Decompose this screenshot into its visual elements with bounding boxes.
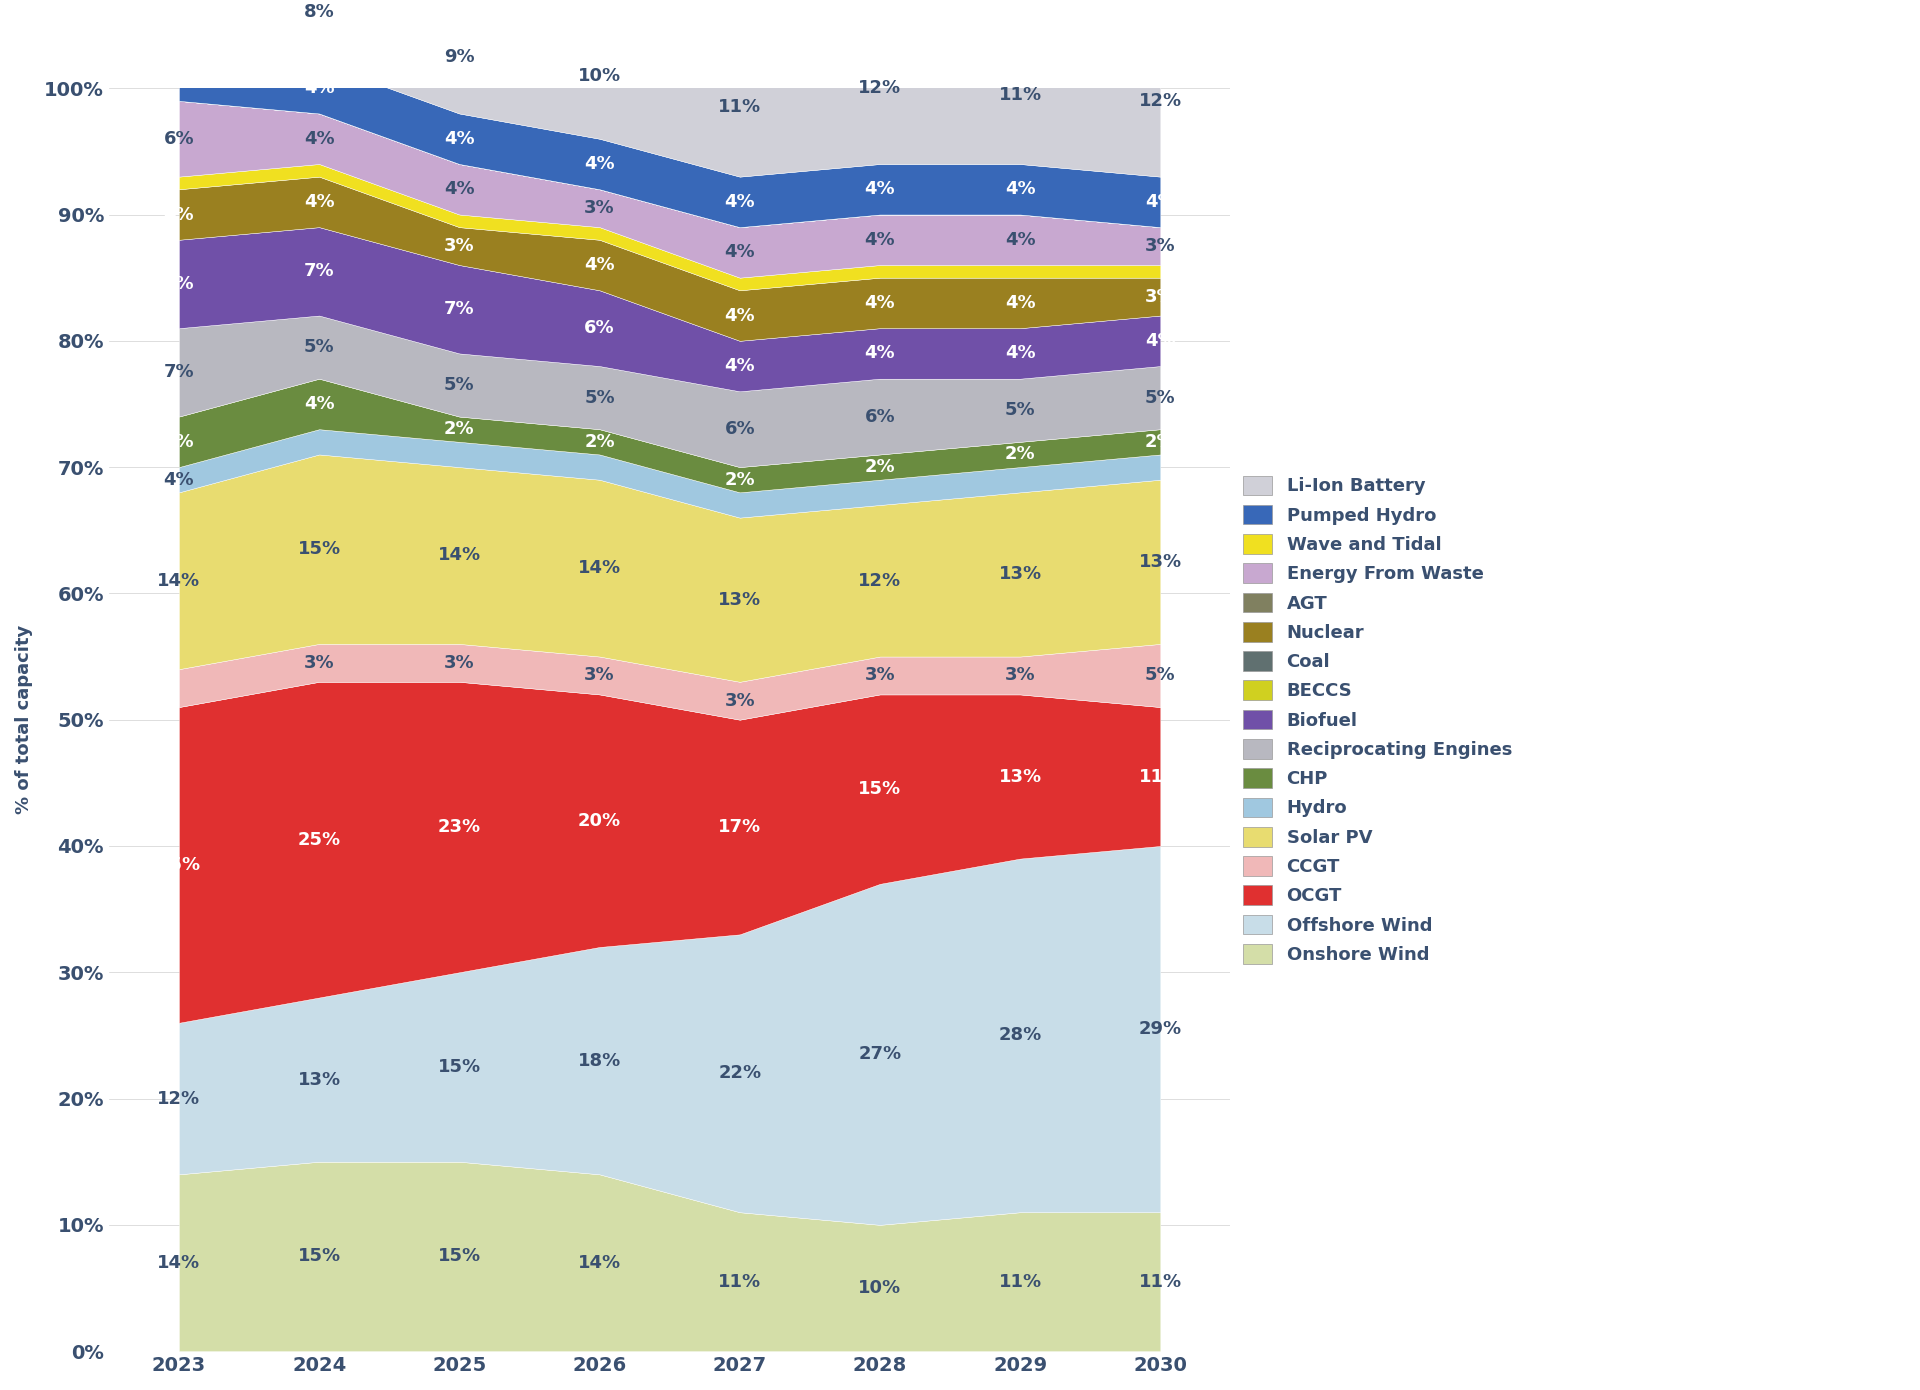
Text: 4%: 4% [163,432,194,450]
Text: 4%: 4% [864,231,895,249]
Text: 4%: 4% [163,206,194,224]
Text: 3%: 3% [724,692,755,710]
Text: 12%: 12% [858,571,902,589]
Text: 27%: 27% [858,1045,902,1063]
Text: 5%: 5% [1144,666,1175,684]
Text: 7%: 7% [303,263,334,281]
Text: 3%: 3% [584,199,614,217]
Text: 18%: 18% [578,1052,622,1070]
Text: 4%: 4% [303,395,334,413]
Text: 3%: 3% [1144,238,1175,256]
Text: 13%: 13% [718,591,762,609]
Text: 8%: 8% [303,3,334,21]
Text: 4%: 4% [584,256,614,274]
Text: 25%: 25% [157,856,200,874]
Text: 5%: 5% [1004,402,1035,420]
Text: 4%: 4% [724,193,755,211]
Text: 4%: 4% [584,156,614,172]
Text: 28%: 28% [998,1026,1043,1044]
Text: 4%: 4% [444,181,474,199]
Text: 11%: 11% [718,99,762,117]
Text: 14%: 14% [578,1254,620,1272]
Text: 3%: 3% [444,238,474,256]
Text: 3%: 3% [444,653,474,671]
Text: 29%: 29% [1139,1020,1183,1038]
Text: 6%: 6% [724,420,755,438]
Text: 11%: 11% [998,1273,1043,1291]
Text: 13%: 13% [998,767,1043,785]
Text: 11%: 11% [1139,1273,1183,1291]
Text: 4%: 4% [724,243,755,261]
Text: 12%: 12% [1139,92,1183,110]
Text: 4%: 4% [864,181,895,199]
Text: 2%: 2% [724,471,755,489]
Text: 5%: 5% [584,389,614,407]
Text: 3%: 3% [864,666,895,684]
Text: 4%: 4% [1144,332,1175,350]
Text: 7%: 7% [163,275,194,293]
Text: 4%: 4% [724,357,755,375]
Text: 4%: 4% [1004,345,1035,363]
Text: 4%: 4% [1144,193,1175,211]
Text: 11%: 11% [998,86,1043,103]
Text: 25%: 25% [298,831,340,849]
Text: 20%: 20% [578,812,620,830]
Text: 3%: 3% [1004,666,1035,684]
Text: 10%: 10% [578,67,620,85]
Text: 15%: 15% [438,1058,480,1076]
Text: 13%: 13% [998,566,1043,584]
Text: 6%: 6% [864,407,895,425]
Text: 6%: 6% [584,320,614,338]
Text: 4%: 4% [303,129,334,147]
Text: 15%: 15% [298,1247,340,1265]
Text: 12%: 12% [157,1090,200,1108]
Text: 2%: 2% [584,432,614,450]
Text: 10%: 10% [858,1279,902,1297]
Text: 4%: 4% [724,307,755,324]
Text: 2%: 2% [444,420,474,438]
Text: 4%: 4% [864,293,895,311]
Text: 4%: 4% [444,129,474,147]
Text: 14%: 14% [157,571,200,589]
Text: 12%: 12% [858,79,902,97]
Text: 9%: 9% [444,47,474,65]
Text: 3%: 3% [584,666,614,684]
Text: 3%: 3% [1144,288,1175,306]
Text: 11%: 11% [718,1273,762,1291]
Text: 4%: 4% [1004,293,1035,311]
Text: 4%: 4% [864,345,895,363]
Text: 7%: 7% [163,363,194,381]
Text: 4%: 4% [303,79,334,97]
Text: 15%: 15% [298,541,340,559]
Text: 11%: 11% [1139,767,1183,785]
Text: 14%: 14% [157,1254,200,1272]
Legend: Li-Ion Battery, Pumped Hydro, Wave and Tidal, Energy From Waste, AGT, Nuclear, C: Li-Ion Battery, Pumped Hydro, Wave and T… [1236,468,1519,972]
Text: 17%: 17% [718,819,762,835]
Text: 13%: 13% [298,1070,340,1088]
Text: 5%: 5% [1144,389,1175,407]
Text: 3%: 3% [303,653,334,671]
Text: 5%: 5% [303,338,334,356]
Text: 23%: 23% [438,819,480,835]
Text: 6%: 6% [163,129,194,147]
Text: 2%: 2% [864,459,895,477]
Y-axis label: % of total capacity: % of total capacity [15,626,33,815]
Text: 22%: 22% [718,1065,762,1083]
Text: 14%: 14% [438,546,480,564]
Text: 7%: 7% [444,300,474,318]
Text: 4%: 4% [303,193,334,211]
Text: 15%: 15% [858,780,902,798]
Text: 7%: 7% [163,47,194,65]
Text: 14%: 14% [578,559,620,577]
Text: 4%: 4% [1004,231,1035,249]
Text: 4%: 4% [163,471,194,489]
Text: 4%: 4% [1004,181,1035,199]
Text: 2%: 2% [1144,432,1175,450]
Text: 5%: 5% [444,377,474,393]
Text: 2%: 2% [1004,445,1035,463]
Text: 15%: 15% [438,1247,480,1265]
Text: 13%: 13% [1139,553,1183,571]
